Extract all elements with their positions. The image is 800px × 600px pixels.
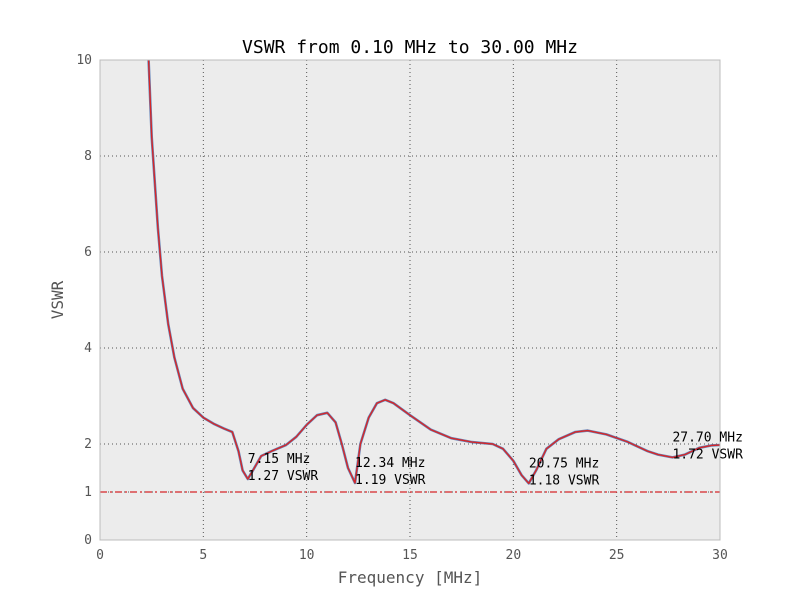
x-tick-label: 20 <box>506 548 522 563</box>
tick-labels: 0 5 10 15 20 25 30 0 1 2 4 6 8 10 <box>76 53 727 563</box>
y-tick-label: 0 <box>84 533 92 548</box>
y-tick-label: 1 <box>84 485 92 500</box>
annotation-vswr: 1.72 VSWR <box>672 447 743 462</box>
y-tick-label: 2 <box>84 437 92 452</box>
x-tick-label: 10 <box>299 548 315 563</box>
vswr-curve <box>147 59 721 485</box>
minimum-annotation: 7.15 MHz 1.27 VSWR <box>248 452 319 484</box>
annotation-vswr: 1.27 VSWR <box>248 469 319 484</box>
minimum-annotation: 20.75 MHz 1.18 VSWR <box>529 456 600 488</box>
minimum-annotation: 12.34 MHz 1.19 VSWR <box>355 456 426 488</box>
annotation-frequency: 7.15 MHz <box>248 452 311 467</box>
x-tick-label: 25 <box>609 548 625 563</box>
chart-title: VSWR from 0.10 MHz to 30.00 MHz <box>242 37 578 58</box>
y-tick-label: 8 <box>84 149 92 164</box>
y-tick-label: 10 <box>76 53 92 68</box>
x-tick-label: 5 <box>199 548 207 563</box>
x-tick-label: 0 <box>96 548 104 563</box>
y-tick-label: 6 <box>84 245 92 260</box>
y-axis-label: VSWR <box>48 280 67 319</box>
x-axis-label: Frequency [MHz] <box>338 568 483 587</box>
annotations: 7.15 MHz 1.27 VSWR 12.34 MHz 1.19 VSWR 20.75… <box>248 430 743 488</box>
grid <box>100 60 720 540</box>
annotation-frequency: 20.75 MHz <box>529 456 599 471</box>
series-group <box>147 59 721 485</box>
y-tick-label: 4 <box>84 341 92 356</box>
annotation-frequency: 12.34 MHz <box>355 456 425 471</box>
x-tick-label: 15 <box>402 548 418 563</box>
minimum-annotation: 27.70 MHz 1.72 VSWR <box>672 430 743 462</box>
x-tick-label: 30 <box>712 548 728 563</box>
annotation-frequency: 27.70 MHz <box>672 430 742 445</box>
annotation-vswr: 1.18 VSWR <box>529 473 600 488</box>
plot-frame <box>99 59 721 541</box>
annotation-vswr: 1.19 VSWR <box>355 473 426 488</box>
